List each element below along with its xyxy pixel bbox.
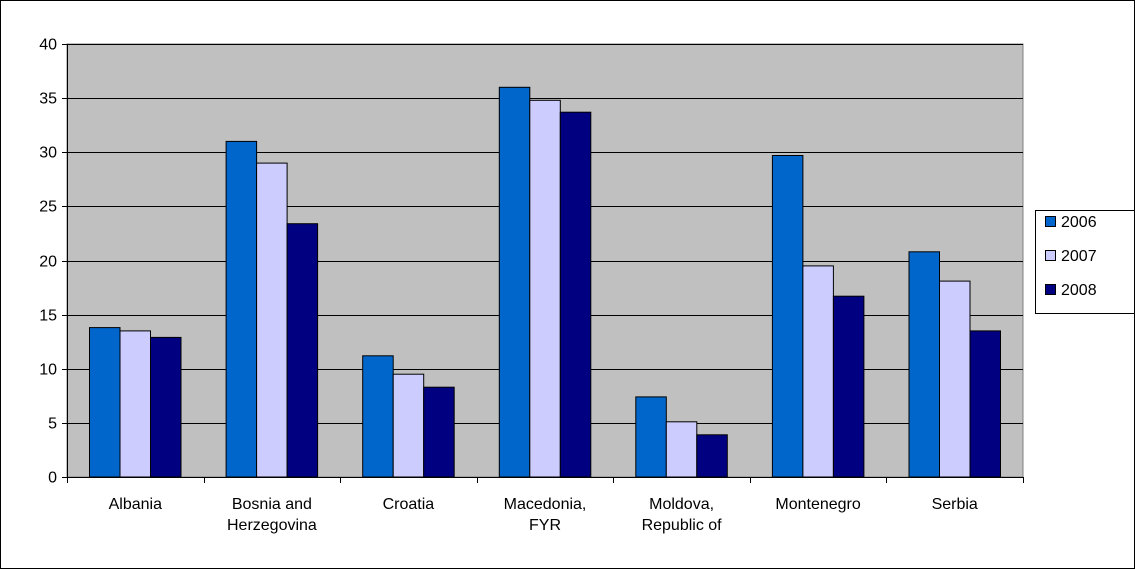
bar-2008 (423, 386, 455, 478)
bar-2007 (939, 280, 971, 478)
axes: 0 5 10 15 20 25 30 35 40 Albania Bosnia and Herzego… (39, 37, 1024, 534)
bar-2006 (771, 155, 804, 478)
bar-2007 (256, 162, 288, 478)
bar-2006 (89, 327, 121, 478)
legend-box (1035, 210, 1135, 314)
x-category-label: Montenegro (775, 496, 860, 513)
bar-2006 (908, 251, 940, 478)
y-tick-label: 35 (39, 91, 57, 108)
bar-2008 (286, 223, 319, 478)
x-category-label: Macedonia, FYR (504, 496, 587, 534)
y-tick-label: 20 (39, 254, 57, 271)
bar-2006 (362, 355, 394, 478)
legend-label-2006: 2006 (1061, 214, 1097, 231)
y-tick-label: 25 (39, 199, 57, 216)
bar-2008 (150, 336, 182, 478)
bar-2007 (119, 330, 151, 478)
y-tick-label: 5 (48, 416, 57, 433)
bar-2006 (225, 140, 258, 478)
legend-swatch-2006 (1045, 216, 1056, 227)
bar-2007 (392, 373, 425, 478)
bar-2007 (665, 421, 698, 478)
x-category-label: Albania (109, 496, 162, 513)
bar-2008 (696, 434, 728, 478)
y-tick-label: 40 (39, 37, 57, 54)
y-tick-label: 30 (39, 145, 57, 162)
bar-2006 (498, 86, 531, 478)
legend-label-2008: 2008 (1061, 282, 1097, 299)
y-tick-label: 0 (48, 470, 57, 487)
bar-2008 (559, 111, 592, 478)
x-category-label: Croatia (383, 496, 435, 513)
bar-2008 (832, 295, 865, 478)
y-tick-label: 10 (39, 362, 57, 379)
y-tick-label: 15 (39, 308, 57, 325)
legend-swatch-2007 (1045, 250, 1056, 261)
x-category-label: Moldova, Republic of (642, 496, 723, 534)
legend: 2006 2007 2008 (1035, 210, 1135, 314)
x-category-label: Bosnia and Herzegovina (227, 496, 317, 534)
bar-2008 (969, 330, 1001, 478)
bar-2007 (529, 99, 561, 478)
bar-2007 (802, 265, 834, 478)
bar-2006 (635, 396, 667, 478)
legend-label-2007: 2007 (1061, 248, 1097, 265)
x-category-label: Serbia (932, 496, 978, 513)
legend-swatch-2008 (1045, 284, 1056, 295)
bars (89, 86, 1001, 478)
